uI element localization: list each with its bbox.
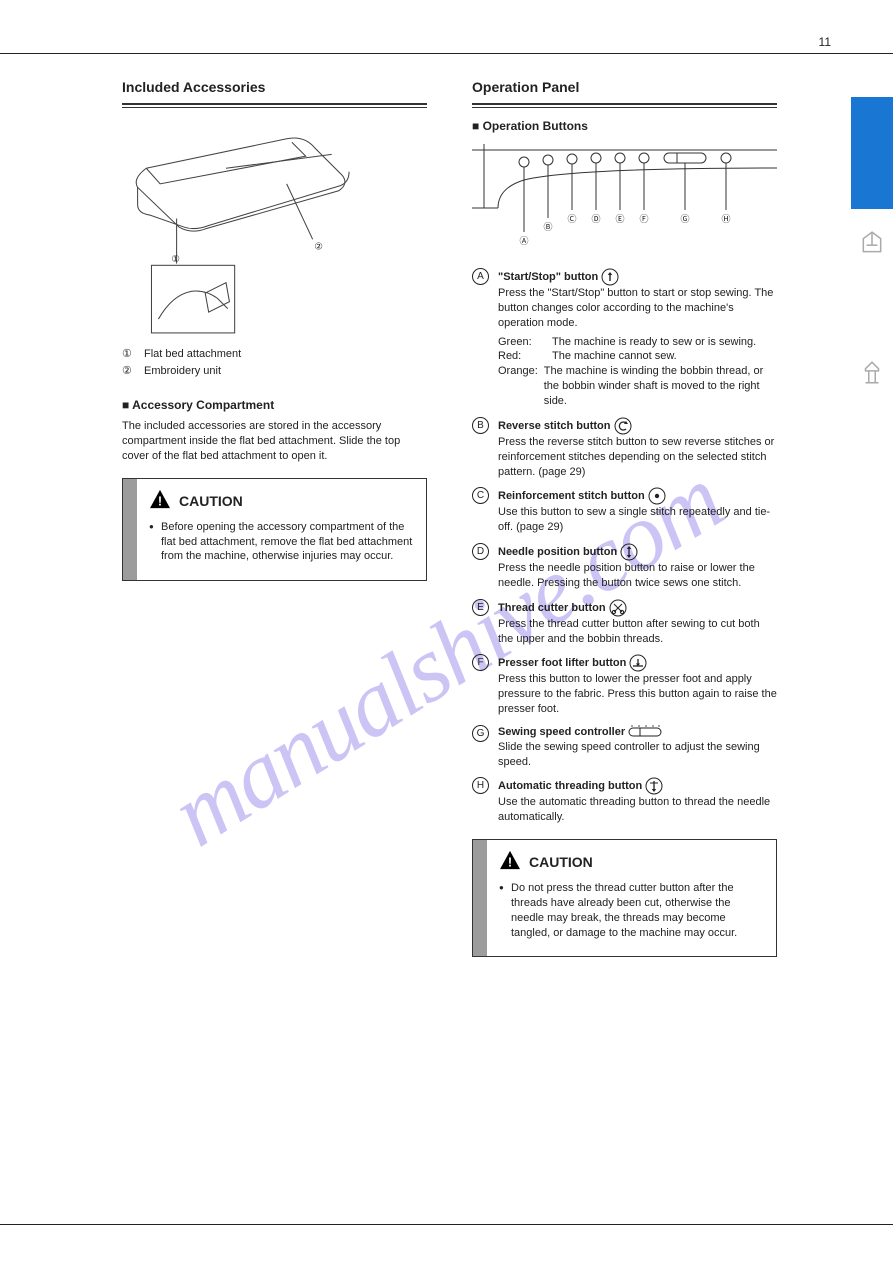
- warning-triangle-icon: !: [499, 850, 521, 875]
- svg-text:Ⓐ: Ⓐ: [519, 236, 528, 246]
- left-title: Included Accessories: [122, 78, 427, 97]
- device-svg: ① ②: [122, 118, 382, 335]
- svg-text:Ⓑ: Ⓑ: [543, 222, 552, 232]
- accessory-subhead: ■ Accessory Compartment: [122, 397, 427, 413]
- svg-text:②: ②: [314, 242, 323, 253]
- svg-text:Ⓒ: Ⓒ: [567, 214, 576, 224]
- legend-item: ②Embroidery unit: [122, 364, 427, 379]
- thread-cutter-icon: [609, 599, 627, 617]
- button-item: D Needle position button Press the needl…: [472, 543, 777, 591]
- svg-text:!: !: [158, 493, 162, 508]
- top-rule: [0, 53, 893, 54]
- bottom-rule: [0, 1224, 893, 1225]
- legend-item: ①Flat bed attachment: [122, 347, 427, 362]
- caution-box-right: ! CAUTION Do not press the thread cutter…: [472, 839, 777, 957]
- right-column: Operation Panel ■ Operation Buttons: [472, 78, 777, 957]
- svg-text:Ⓖ: Ⓖ: [680, 214, 689, 224]
- svg-text:Ⓗ: Ⓗ: [721, 214, 730, 224]
- svg-text:Ⓕ: Ⓕ: [639, 214, 648, 224]
- side-icon-sewing: [859, 230, 885, 256]
- panel-figure: Ⓐ Ⓑ Ⓒ Ⓓ Ⓔ Ⓕ Ⓖ Ⓗ: [472, 140, 777, 260]
- svg-text:!: !: [508, 855, 512, 870]
- reinforcement-stitch-icon: [648, 487, 666, 505]
- caution-text: Do not press the thread cutter button af…: [499, 881, 764, 940]
- device-legend: ①Flat bed attachment ②Embroidery unit: [122, 347, 427, 379]
- device-figure: ① ②: [122, 118, 427, 340]
- page-number: 11: [819, 34, 831, 50]
- button-item: A "Start/Stop" button Press the "Start/S…: [472, 268, 777, 409]
- accessory-para: The included accessories are stored in t…: [122, 419, 427, 464]
- caution-box-left: ! CAUTION Before opening the accessory c…: [122, 478, 427, 581]
- warning-triangle-icon: !: [149, 489, 171, 514]
- svg-text:Ⓓ: Ⓓ: [591, 214, 600, 224]
- svg-text:①: ①: [171, 254, 180, 265]
- buttons-subhead: ■ Operation Buttons: [472, 118, 777, 134]
- needle-position-icon: [620, 543, 638, 561]
- start-stop-icon: [601, 268, 619, 286]
- left-column: Included Accessories: [122, 78, 427, 581]
- divider: [472, 103, 777, 108]
- button-item: G Sewing speed controller Slide the sewi…: [472, 725, 777, 770]
- button-item: B Reverse stitch button Press the revers…: [472, 417, 777, 480]
- presser-foot-icon: [629, 654, 647, 672]
- speed-slider-icon: [628, 725, 662, 739]
- button-item: F Presser foot lifter button Press this …: [472, 654, 777, 717]
- buttons-list: A "Start/Stop" button Press the "Start/S…: [472, 268, 777, 825]
- divider: [122, 103, 427, 108]
- section-tab: [851, 97, 893, 209]
- right-title: Operation Panel: [472, 78, 777, 97]
- svg-text:Ⓔ: Ⓔ: [615, 214, 624, 224]
- reverse-stitch-icon: [614, 417, 632, 435]
- side-icon-embroidery: [859, 360, 885, 386]
- button-item: H Automatic threading button Use the aut…: [472, 777, 777, 825]
- auto-thread-icon: [645, 777, 663, 795]
- button-item: E Thread cutter button Press the thread …: [472, 599, 777, 647]
- caution-text: Before opening the accessory compartment…: [149, 520, 414, 565]
- button-item: C Reinforcement stitch button Use this b…: [472, 487, 777, 535]
